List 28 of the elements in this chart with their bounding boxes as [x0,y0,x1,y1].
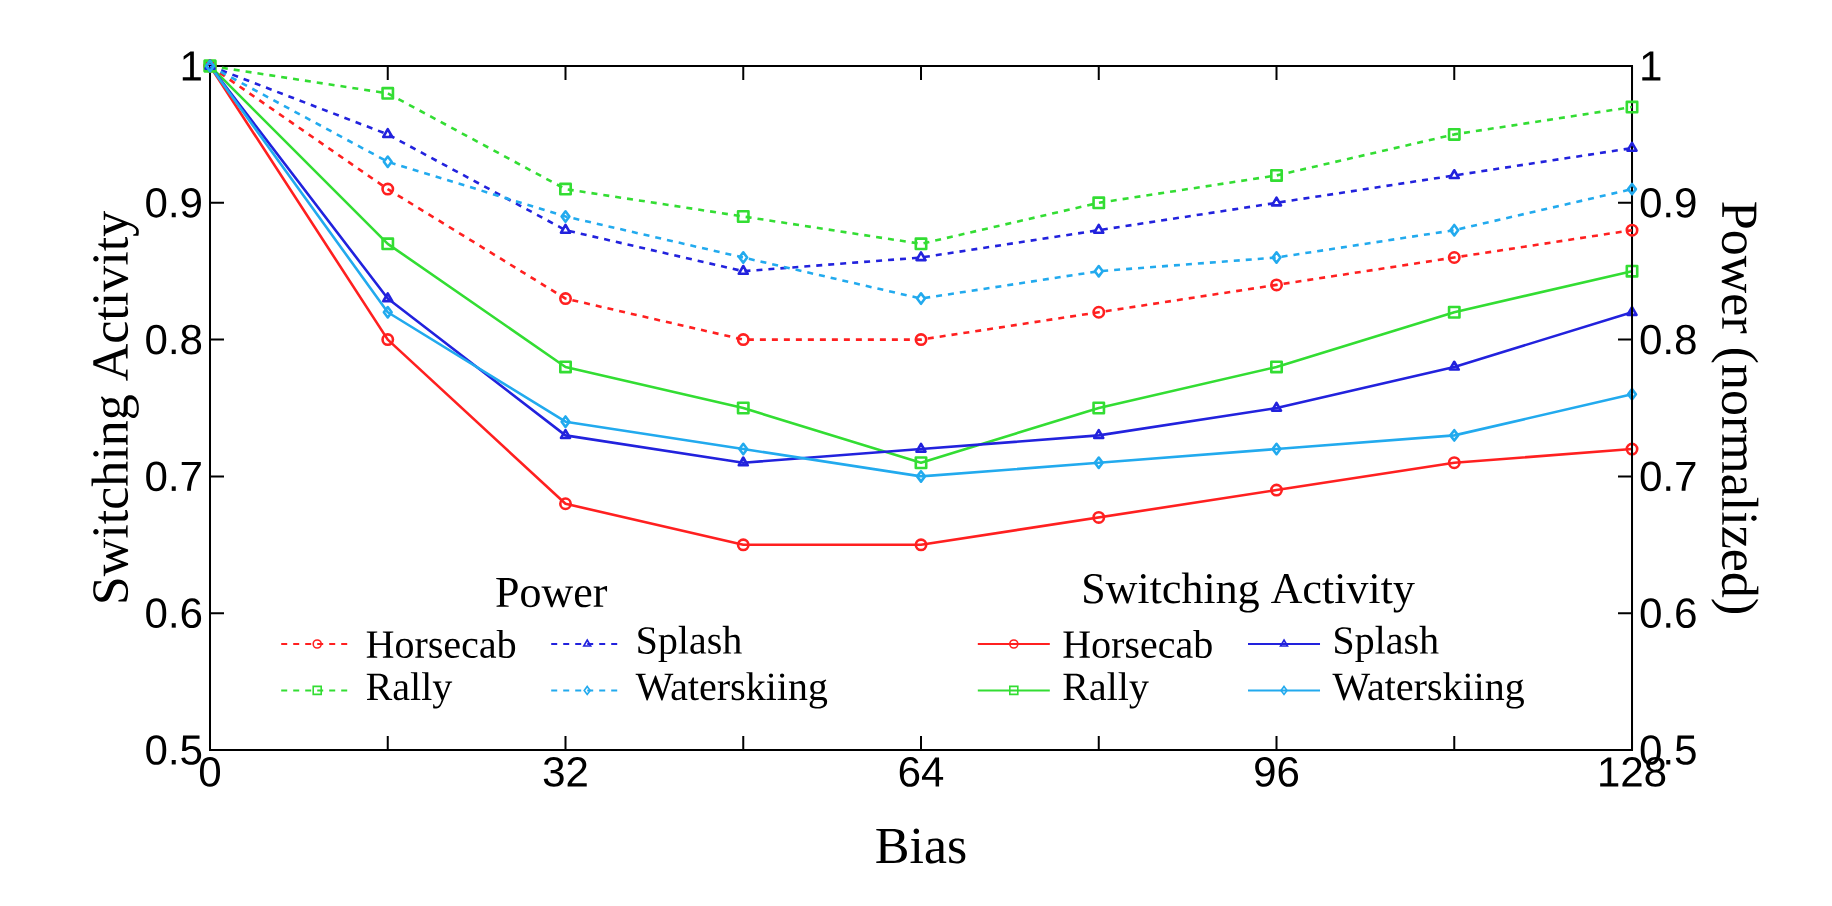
x-tick-label: 32 [543,757,587,787]
legend-label: Horsecab [1063,629,1212,659]
x-axis-title: Bias [876,828,966,864]
y-tick-label: 0.6 [146,598,202,629]
y2-tick-label: 1 [1642,51,1661,81]
legend-label: Waterskiing [1332,672,1524,709]
y2-axis-title: Power (normalized) [1711,202,1759,613]
x-tick-label: 0 [199,757,221,787]
y-tick-label: 0.7 [146,461,201,492]
legend-label: Waterskiing [635,672,828,709]
annotation: Power [496,577,608,608]
y2-tick-label: 0.9 [1640,187,1696,218]
legend-label: Rally [366,672,453,709]
legend-label: Splash [638,625,742,663]
legend-label: Horsecab [366,629,516,659]
y-tick-label: 1 [182,51,201,81]
x-tick-label: 64 [899,757,944,787]
x-tick-label: 96 [1255,757,1299,787]
legend-label: Rally [1063,672,1149,709]
annotation: Switching Activity [1084,572,1415,613]
y-tick-label: 0.8 [146,324,202,355]
y-tick-label: 0.5 [146,735,202,765]
y2-tick-label: 0.7 [1640,461,1696,492]
y-tick-label: 0.9 [146,187,201,218]
y2-tick-label: 0.6 [1640,598,1696,629]
legend-label: Splash [1335,625,1439,663]
y2-tick-label: 0.8 [1640,324,1696,355]
y-axis-title: Switching Activity [91,210,139,602]
